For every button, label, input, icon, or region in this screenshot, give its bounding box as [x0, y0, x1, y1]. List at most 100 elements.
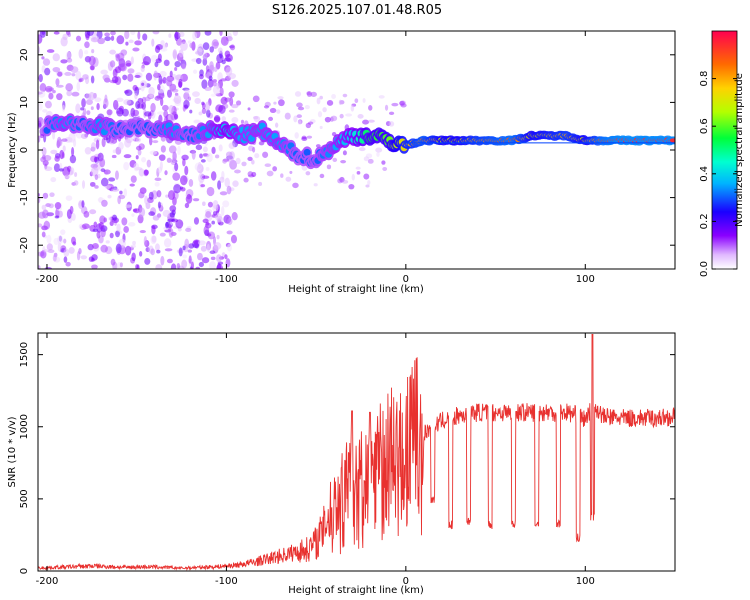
heatmap-cell: [174, 60, 181, 68]
heatmap-cell: [81, 200, 85, 208]
heatmap-cell: [188, 178, 194, 187]
heatmap-cell: [210, 171, 217, 181]
heatmap-cell: [169, 205, 177, 213]
heatmap-cell: [155, 58, 162, 64]
heatmap-cell: [44, 266, 52, 269]
heatmap-cell: [127, 68, 135, 74]
heatmap-cell: [111, 154, 117, 159]
heatmap-cell: [202, 58, 208, 66]
heatmap-cell: [130, 244, 136, 248]
heatmap-cell: [184, 89, 190, 94]
heatmap-cell: [165, 194, 169, 198]
heatmap-cell: [152, 215, 160, 221]
heatmap-cell: [46, 243, 53, 251]
heatmap-cell: [296, 114, 302, 119]
heatmap-cell: [128, 221, 136, 227]
heatmap-cell: [194, 162, 202, 172]
heatmap-cell: [148, 211, 156, 216]
heatmap-cell: [48, 92, 54, 100]
heatmap-cell: [269, 107, 277, 114]
heatmap-cell: [70, 167, 75, 175]
heatmap-cell: [90, 106, 94, 111]
heatmap-cell: [231, 104, 239, 109]
heatmap-cell: [223, 57, 232, 62]
heatmap-cell: [193, 217, 200, 225]
heatmap-cell: [128, 39, 134, 44]
heatmap-cell: [229, 44, 236, 51]
heatmap-cell: [144, 257, 151, 265]
x-tick-label: -200: [36, 576, 59, 587]
y-tick-label: 0: [19, 147, 30, 153]
snr-x-axis: -200 -100 0 100: [36, 333, 595, 587]
heatmap-cell: [114, 99, 119, 109]
heatmap-cell: [123, 154, 132, 159]
heatmap-cell: [131, 252, 136, 262]
heatmap-cell: [356, 171, 361, 175]
heatmap-cell: [338, 99, 342, 106]
spectrogram-x-axis: -200 -100 0 100: [36, 31, 595, 285]
heatmap-cell: [86, 110, 91, 116]
spectrogram-y-axis: -20 -10 0 10 20: [19, 48, 675, 253]
heatmap-cell: [84, 41, 90, 49]
heatmap-cell: [332, 157, 338, 162]
heatmap-cell: [319, 95, 323, 100]
heatmap-cell: [225, 66, 233, 77]
heatmap-cell: [71, 91, 80, 97]
heatmap-cell: [231, 79, 239, 87]
heatmap-cell: [305, 171, 311, 176]
heatmap-cell: [81, 98, 86, 108]
heatmap-cell: [116, 35, 125, 45]
heatmap-cell: [340, 159, 347, 164]
heatmap-cell: [170, 263, 177, 269]
heatmap-cell: [224, 50, 231, 58]
x-tick-label: -200: [36, 274, 59, 285]
heatmap-cell: [82, 74, 89, 80]
heatmap-cell: [381, 160, 386, 165]
heatmap-cell: [294, 132, 299, 139]
heatmap-cell: [159, 70, 167, 78]
heatmap-cell: [38, 45, 41, 54]
heatmap-cell: [85, 99, 93, 105]
heatmap-cell: [63, 248, 70, 257]
heatmap-cell: [174, 31, 179, 42]
heatmap-cell: [169, 70, 173, 78]
heatmap-cell: [48, 87, 55, 91]
heatmap-cell: [211, 146, 216, 155]
heatmap-cell: [345, 113, 353, 117]
heatmap-cell: [90, 65, 95, 70]
heatmap-cell: [175, 74, 184, 81]
y-tick-label: -20: [19, 237, 30, 253]
heatmap-cell: [202, 201, 206, 206]
heatmap-cell: [138, 207, 146, 218]
heatmap-cell: [119, 262, 123, 268]
heatmap-cell: [324, 116, 331, 123]
heatmap-cell: [159, 97, 164, 106]
heatmap-cell: [326, 100, 334, 106]
heatmap-cell: [123, 99, 132, 106]
heatmap-cell: [42, 108, 48, 113]
heatmap-cell: [200, 184, 206, 188]
heatmap-cell: [216, 82, 220, 90]
heatmap-cell: [141, 82, 145, 86]
heatmap-cell: [123, 161, 130, 171]
heatmap-cell: [43, 248, 49, 253]
heatmap-cell: [119, 63, 127, 72]
heatmap-cell: [116, 97, 124, 102]
heatmap-cell: [84, 147, 92, 155]
heatmap-cell: [160, 255, 165, 266]
heatmap-cell: [188, 243, 195, 249]
heatmap-cell: [96, 103, 100, 111]
heatmap-cell: [38, 73, 43, 83]
heatmap-cell: [90, 75, 95, 84]
y-tick-label: 1500: [19, 342, 30, 367]
heatmap-cell: [201, 108, 207, 114]
y-tick-label: 0: [19, 568, 30, 574]
x-tick-label: -100: [215, 576, 238, 587]
heatmap-cell: [110, 258, 116, 266]
heatmap-cell: [296, 102, 303, 108]
heatmap-cell: [130, 56, 134, 65]
heatmap-cell: [83, 210, 90, 218]
heatmap-cell: [182, 245, 186, 251]
colorbar-ticks: 0.0 0.2 0.4 0.6 0.8: [699, 71, 737, 277]
heatmap-cell: [212, 41, 219, 47]
